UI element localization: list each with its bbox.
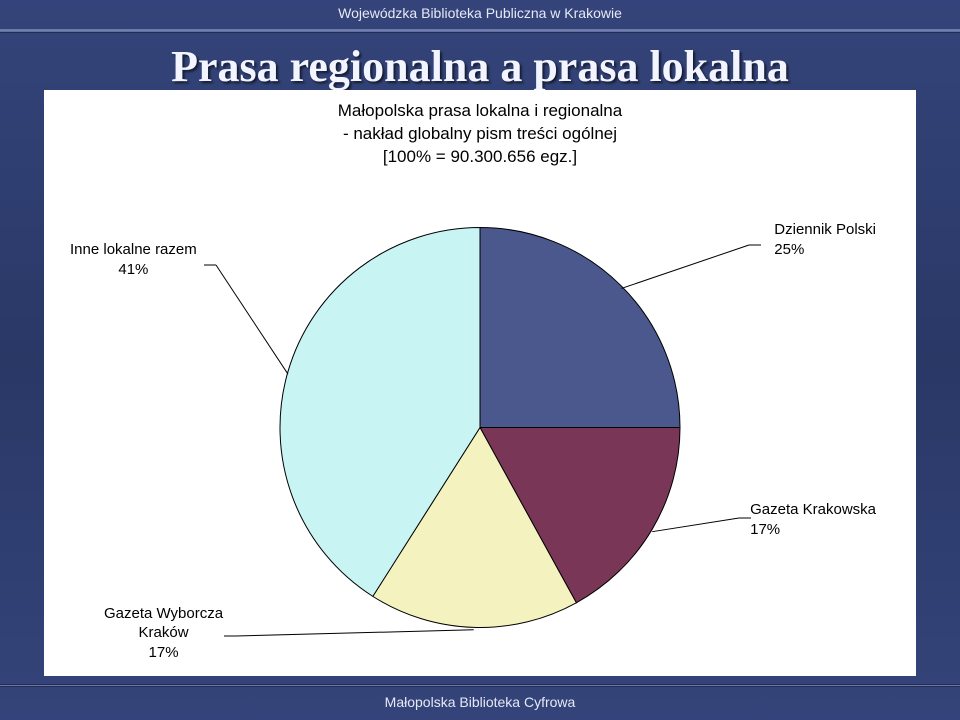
header-bar: Wojewódzka Biblioteka Publiczna w Krakow…	[0, 0, 960, 30]
footer-bar: Małopolska Biblioteka Cyfrowa	[0, 684, 960, 720]
slice-label-inne: Inne lokalne razem 41%	[70, 240, 197, 279]
slice-label-dziennik: Dziennik Polski 25%	[774, 220, 876, 259]
chart-title-l3: [100% = 90.300.656 egz.]	[383, 147, 577, 166]
footer-accent	[0, 684, 960, 687]
chart-title-l1: Małopolska prasa lokalna i regionalna	[338, 101, 622, 120]
header-accent	[0, 30, 960, 33]
slide-title: Prasa regionalna a prasa lokalna	[0, 41, 960, 92]
slice-label-wyborcza: Gazeta Wyborcza Kraków 17%	[104, 604, 223, 663]
header-text: Wojewódzka Biblioteka Publiczna w Krakow…	[338, 5, 622, 21]
pie-chart	[260, 207, 700, 652]
chart-title: Małopolska prasa lokalna i regionalna - …	[44, 100, 916, 169]
chart-panel: Małopolska prasa lokalna i regionalna - …	[44, 90, 916, 676]
slice-label-krakowska: Gazeta Krakowska 17%	[750, 500, 876, 539]
chart-title-l2: - nakład globalny pism treści ogólnej	[343, 124, 617, 143]
footer-text: Małopolska Biblioteka Cyfrowa	[385, 694, 576, 710]
